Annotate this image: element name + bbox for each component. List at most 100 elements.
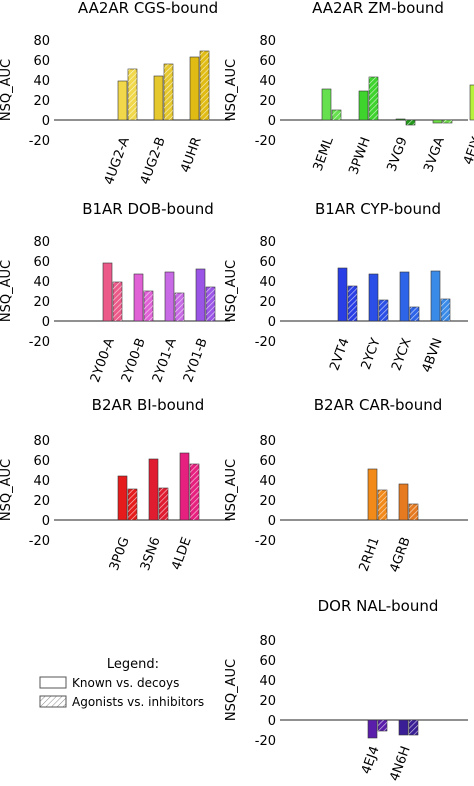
chart-panel-6: DOR NAL-bound NSQ_AUC 80 60 40 20 0 -20 4EJ4 4N6H [224,597,468,783]
bar-known [469,84,474,121]
category-label: 4UG2-A [102,135,133,187]
category-label: 2YCX [389,336,415,373]
y-tick-label: 20 [259,494,276,509]
bar-known [189,56,200,121]
y-tick-label: -20 [255,335,276,350]
y-tick-label: 20 [33,295,50,310]
y-tick-label: 80 [259,34,276,49]
y-tick-label: 40 [259,74,276,89]
y-tick-label: 60 [33,54,50,69]
chart-title: DOR NAL-bound [318,597,439,615]
y-axis-label: NSQ_AUC [224,59,239,121]
category-label: 3SN6 [138,535,164,573]
y-tick-label: 0 [268,514,276,529]
category-label: 4N6H [387,744,413,783]
y-tick-label: 80 [33,235,50,250]
legend-swatch-known [39,676,67,689]
y-tick-label: 0 [42,114,50,129]
y-tick-label: 40 [259,674,276,689]
legend-swatch-agonists [39,695,67,708]
bar-known [432,119,443,124]
category-label: 3EML [311,135,337,174]
y-tick-label: 0 [268,714,276,729]
legend-label-agonists: Agonists vs. inhibitors [72,695,204,709]
chart-panel-1: AA2AR ZM-bound NSQ_AUC 80 60 40 20 0 -20 3EML 3PW… [224,0,474,177]
chart-title: AA2AR CGS-bound [78,0,218,17]
y-tick-label: -20 [29,534,50,549]
bar-hatch-overlay [144,291,153,321]
bar-hatch-overlay [128,69,137,120]
category-label: 4BVN [420,336,446,374]
bar-known [179,452,190,521]
bar-known [117,475,128,521]
bar-known [164,271,175,322]
category-label: 4GRB [387,535,414,574]
y-axis-label: NSQ_AUC [224,659,239,721]
y-axis-label: NSQ_AUC [0,459,14,521]
y-tick-label: 60 [259,654,276,669]
y-tick-label: 0 [268,114,276,129]
bar-hatch-overlay [410,307,419,321]
y-tick-label: -20 [255,534,276,549]
chart-title: B1AR DOB-bound [82,200,214,218]
y-tick-label: 20 [259,694,276,709]
category-label: 3VG9 [385,135,411,174]
bar-known [368,273,379,322]
legend-label-known: Known vs. decoys [72,676,179,690]
chart-title: B1AR CYP-bound [315,200,441,218]
category-label: 3VGA [421,135,447,174]
y-tick-label: 20 [33,94,50,109]
y-tick-label: 60 [33,454,50,469]
y-axis-label: NSQ_AUC [224,260,239,322]
bar-known [395,118,406,121]
category-label: 2RH1 [357,535,383,573]
chart-title: B2AR CAR-bound [314,396,442,414]
bar-known [133,273,144,322]
y-tick-label: 80 [33,34,50,49]
y-tick-label: 40 [33,74,50,89]
bar-hatch-overlay [206,287,215,321]
y-tick-label: 40 [33,474,50,489]
y-tick-label: -20 [29,335,50,350]
y-tick-label: 60 [259,454,276,469]
bar-hatch-overlay [409,720,418,735]
bar-known [430,270,441,322]
bar-known [153,75,164,121]
y-tick-label: 40 [259,474,276,489]
legend: Legend: Known vs. decoys Agonists vs. in… [39,657,204,709]
y-tick-label: 60 [259,54,276,69]
category-label: 2Y00-B [119,336,149,384]
bar-hatch-overlay [128,489,137,520]
category-label: 4UHR [178,135,205,175]
y-tick-label: -20 [255,134,276,149]
category-label: 3P0G [107,535,133,573]
y-tick-label: 80 [259,634,276,649]
category-label: 2Y01-A [150,336,180,385]
bar-known [195,268,206,322]
y-axis-label: NSQ_AUC [0,59,14,121]
chart-title: AA2AR ZM-bound [312,0,444,17]
bar-known [337,267,348,322]
bar-known [398,483,409,521]
y-tick-label: 60 [33,255,50,270]
y-tick-label: 20 [33,494,50,509]
category-label: 4LDE [169,535,195,572]
category-label: 4EIY [461,135,474,167]
y-tick-label: 60 [259,255,276,270]
bar-known [398,719,409,736]
bar-hatch-overlay [409,504,418,520]
y-tick-label: 0 [42,315,50,330]
chart-panel-4: B2AR BI-bound NSQ_AUC 80 60 40 20 0 -20 3P0G 3SN6… [0,396,230,573]
bar-hatch-overlay [164,64,173,120]
bar-known [117,80,128,121]
y-tick-label: 0 [42,514,50,529]
bar-hatch-overlay [378,720,387,731]
bar-hatch-overlay [348,286,357,321]
bar-hatch-overlay [113,282,122,321]
bar-hatch-overlay [378,490,387,520]
y-tick-label: 80 [33,434,50,449]
y-tick-label: 80 [259,434,276,449]
